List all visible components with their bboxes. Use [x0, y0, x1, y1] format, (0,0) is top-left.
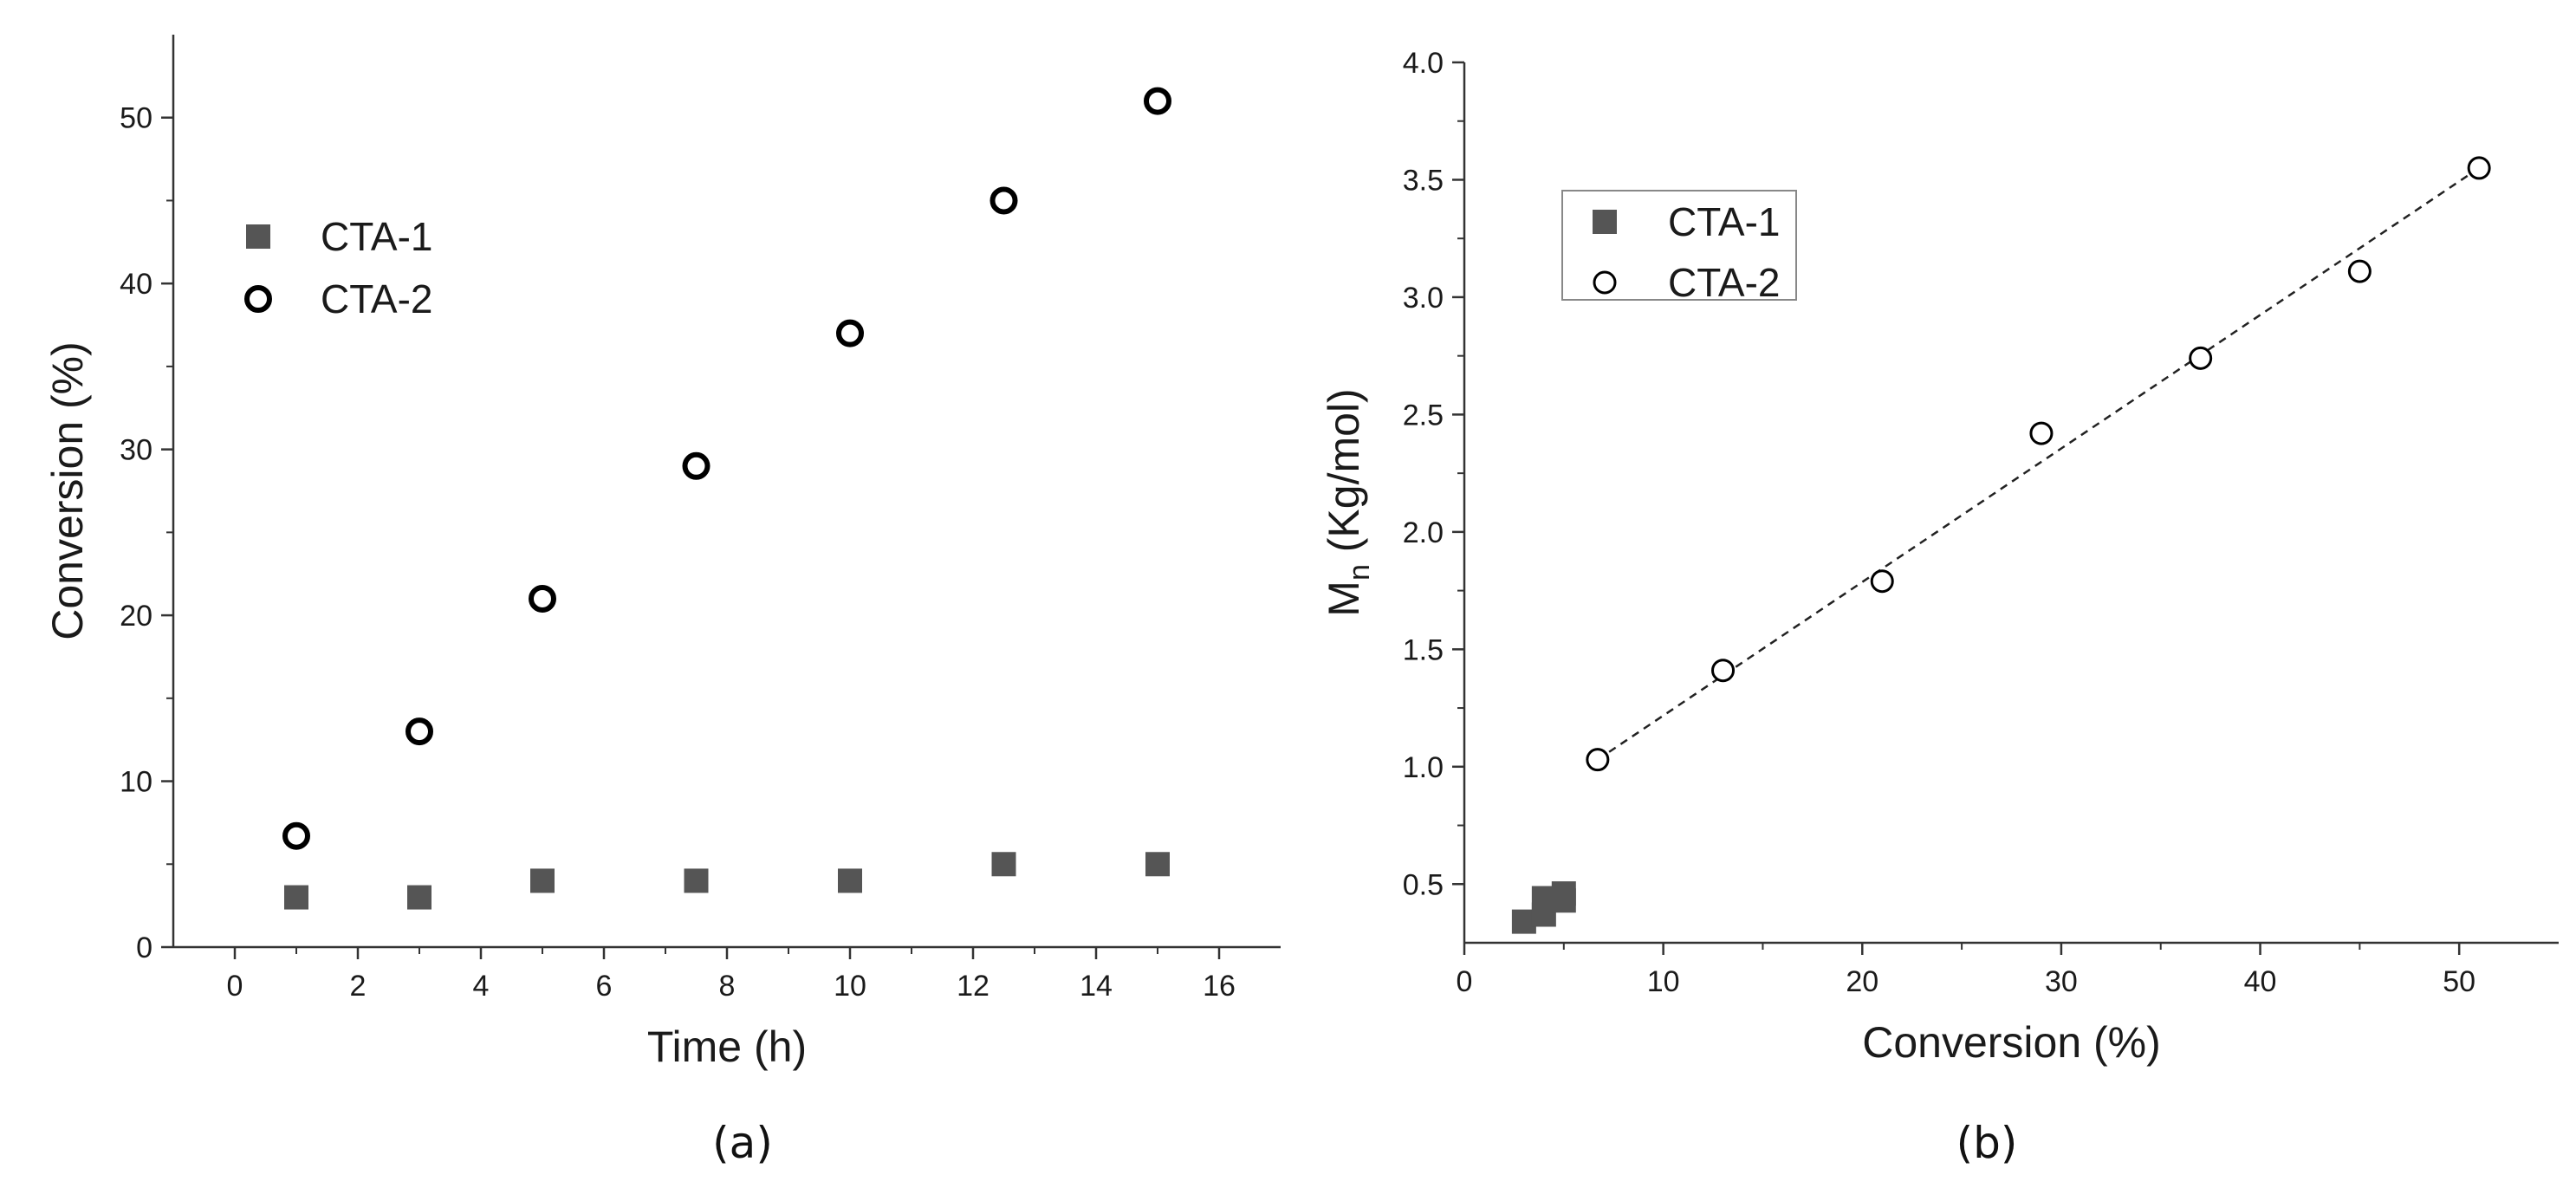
- legend-label-cta-1: CTA-1: [1668, 199, 1781, 244]
- data-point-cta-2: [282, 821, 310, 850]
- data-point-cta-1: [684, 868, 709, 893]
- legend-label-cta-2: CTA-2: [1668, 260, 1781, 305]
- y-tick-label: 50: [120, 102, 152, 135]
- data-point-cta-2: [1870, 569, 1894, 594]
- x-tick-label: 16: [1203, 970, 1236, 1003]
- x-tick-label: 0: [227, 970, 243, 1003]
- legend-marker-cta-1: [246, 224, 270, 249]
- y-tick-label: 3.5: [1403, 164, 1444, 197]
- data-point-cta-2: [1586, 748, 1610, 772]
- y-tick-label: 10: [120, 766, 152, 799]
- data-point-cta-2: [2467, 156, 2491, 180]
- data-point-cta-1: [1551, 881, 1576, 906]
- x-tick-label: 10: [834, 970, 866, 1003]
- x-tick-label: 6: [596, 970, 613, 1003]
- x-tick-label: 40: [2244, 965, 2277, 998]
- data-point-cta-2: [836, 319, 864, 347]
- y-tick-label: 4.0: [1403, 47, 1444, 80]
- panel-caption: (b): [1956, 1118, 2018, 1168]
- legend-marker-cta-2: [1593, 270, 1617, 295]
- data-point-cta-1: [284, 885, 308, 910]
- y-tick-label: 0: [136, 932, 152, 964]
- data-point-cta-2: [1711, 659, 1736, 683]
- x-tick-label: 10: [1647, 965, 1680, 998]
- legend-marker-cta-2: [244, 285, 272, 313]
- legend-marker-cta-1: [1593, 210, 1617, 234]
- data-point-cta-1: [1145, 852, 1170, 877]
- panel-a-chart: 0 2 4 6 8 10 12 14 16 0 10 20 30 40 50 Time (h) Conversi…: [43, 35, 1281, 1168]
- x-tick-label: 2: [350, 970, 367, 1003]
- y-tick-label: 20: [120, 600, 152, 633]
- y-axis-label: Conversion (%): [43, 341, 92, 640]
- series-cta-1: [284, 852, 1170, 910]
- x-tick-label: 14: [1080, 970, 1113, 1003]
- series-cta-2: [282, 87, 1171, 850]
- data-point-cta-1: [407, 885, 431, 910]
- series-cta-2: [1586, 156, 2491, 772]
- x-tick-label: 30: [2045, 965, 2078, 998]
- legend: CTA-1 CTA-2: [1561, 190, 1797, 305]
- x-tick-label: 12: [957, 970, 990, 1003]
- legend-label-cta-1: CTA-1: [321, 214, 433, 259]
- x-tick-label: 0: [1457, 965, 1473, 998]
- y-tick-label: 1.0: [1403, 751, 1444, 784]
- y-axis-label: Mn (Kg/mol): [1320, 388, 1376, 616]
- series-cta-1: [1511, 881, 1576, 934]
- x-axis-label: Time (h): [647, 1022, 807, 1071]
- y-tick-label: 0.5: [1403, 868, 1444, 901]
- panel-caption: (a): [712, 1118, 773, 1168]
- data-point-cta-2: [406, 717, 433, 746]
- legend: CTA-1 CTA-2: [244, 214, 433, 321]
- x-axis-label: Conversion (%): [1862, 1018, 2161, 1067]
- data-point-cta-1: [838, 868, 862, 893]
- y-tick-label: 3.0: [1403, 282, 1444, 315]
- x-tick-label: 20: [1846, 965, 1878, 998]
- data-point-cta-2: [2189, 346, 2213, 370]
- y-tick-label: 2.0: [1403, 516, 1444, 549]
- legend-label-cta-2: CTA-2: [321, 276, 433, 321]
- y-tick-label: 2.5: [1403, 399, 1444, 432]
- panel-b-chart: 0 10 20 30 40 50 0.5 1.0 1.5 2.0 2.5 3.0 3.5 4.0 Conve…: [1320, 47, 2559, 1168]
- linear-fit-line: [1597, 166, 2480, 761]
- data-point-cta-2: [682, 451, 711, 480]
- y-tick-label: 1.5: [1403, 633, 1444, 666]
- y-tick-label: 30: [120, 434, 152, 467]
- data-point-cta-2: [1144, 87, 1171, 115]
- data-point-cta-1: [991, 852, 1016, 877]
- data-point-cta-2: [529, 584, 556, 613]
- data-point-cta-2: [2029, 421, 2054, 445]
- y-tick-label: 40: [120, 268, 152, 301]
- data-point-cta-1: [530, 868, 555, 893]
- data-point-cta-2: [2347, 259, 2372, 283]
- x-tick-label: 50: [2443, 965, 2475, 998]
- x-tick-label: 8: [719, 970, 736, 1003]
- data-point-cta-2: [990, 186, 1018, 215]
- x-tick-label: 4: [473, 970, 490, 1003]
